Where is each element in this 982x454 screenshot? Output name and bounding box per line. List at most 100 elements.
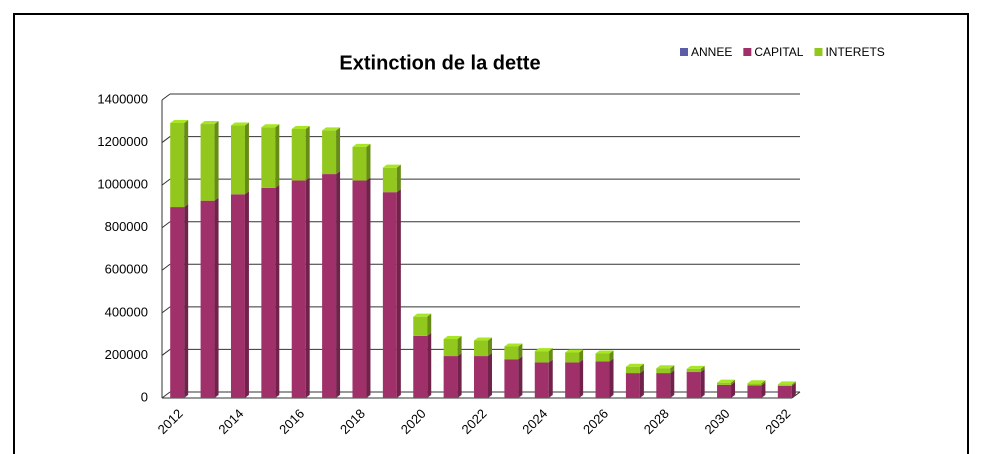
- bar-side: [670, 370, 675, 398]
- bar-segment: [504, 394, 523, 398]
- bar-segment: [291, 394, 310, 398]
- bar-side: [305, 125, 310, 181]
- bar-side: [336, 394, 341, 398]
- bar-side: [731, 394, 736, 398]
- bar-front: [200, 124, 215, 201]
- bar-side: [761, 380, 766, 386]
- bar-segment: [413, 332, 432, 398]
- bar-front: [625, 366, 640, 374]
- bar-segment: [656, 370, 675, 398]
- bar-segment: [747, 380, 766, 386]
- bar-segment: [656, 394, 675, 398]
- bar-segment: [322, 394, 341, 398]
- bar-segment: [291, 177, 310, 398]
- bar-segment: [717, 379, 736, 385]
- bar-side: [670, 365, 675, 374]
- bar-side: [366, 394, 371, 398]
- bar-side: [184, 394, 189, 398]
- bar-segment: [443, 353, 462, 398]
- bar-front: [777, 384, 792, 386]
- bar-segment: [534, 348, 553, 363]
- bar-segment: [230, 394, 249, 398]
- bar-front: [504, 346, 519, 360]
- grid-line-side: [161, 93, 171, 101]
- bar-top: [504, 343, 523, 347]
- bar-front: [291, 180, 306, 398]
- bar-front: [717, 384, 732, 398]
- bar-side: [791, 381, 796, 386]
- y-tick-label: 200000: [105, 347, 148, 362]
- bar-front: [565, 362, 580, 398]
- grid-line-side: [161, 178, 171, 186]
- y-tick-label: 1000000: [97, 177, 148, 192]
- bar-side: [214, 121, 219, 201]
- bar-front: [747, 385, 762, 398]
- bar-side: [700, 369, 705, 398]
- grid-line-side: [161, 221, 171, 229]
- bar-segment: [382, 189, 401, 398]
- bar-segment: [565, 349, 584, 363]
- bar-side: [184, 204, 189, 398]
- bar-side: [579, 394, 584, 398]
- bar-side: [305, 177, 310, 398]
- bar-segment: [534, 359, 553, 398]
- bar-segment: [777, 381, 796, 386]
- grid-line-side: [161, 263, 171, 271]
- bar-front: [656, 373, 671, 398]
- bar-front: [686, 368, 701, 373]
- bar-segment: [230, 191, 249, 398]
- bar-side: [548, 359, 553, 398]
- legend-label: ANNEE: [691, 45, 732, 59]
- bar-top: [382, 164, 401, 168]
- bar-side: [700, 365, 705, 373]
- bar-side: [184, 119, 189, 208]
- bar-segment: [474, 394, 492, 398]
- bar-top: [656, 365, 675, 369]
- bar-segment: [474, 337, 492, 357]
- bar-front: [474, 340, 488, 357]
- grid-line-side: [161, 136, 171, 143]
- bar-front: [230, 194, 245, 398]
- bar-segment: [443, 336, 462, 357]
- bar-top: [686, 365, 705, 369]
- bar-front: [717, 382, 732, 385]
- bar-top: [443, 336, 462, 340]
- bar-segment: [170, 204, 189, 398]
- bar-segment: [443, 394, 462, 398]
- bar-top: [747, 380, 766, 384]
- bar-top: [230, 122, 249, 126]
- bar-top: [200, 121, 219, 125]
- bar-side: [214, 394, 219, 398]
- x-axis-side: [791, 391, 801, 399]
- bar-segment: [595, 394, 614, 398]
- bar-segment: [413, 394, 432, 398]
- bar-segment: [747, 382, 766, 398]
- bar-top: [777, 381, 796, 385]
- bar-segment: [261, 124, 280, 188]
- bar-front: [352, 180, 367, 398]
- bar-segment: [504, 343, 523, 360]
- bar-side: [761, 394, 766, 398]
- bar-side: [427, 332, 432, 398]
- bar-side: [639, 363, 644, 374]
- bar-side: [244, 394, 249, 398]
- bar-segment: [170, 119, 189, 208]
- bar-side: [518, 394, 523, 398]
- bar-segment: [595, 358, 614, 398]
- bar-side: [396, 164, 401, 193]
- bar-side: [305, 394, 310, 398]
- bar-front: [352, 146, 367, 181]
- y-tick-label: 0: [141, 389, 148, 404]
- bar-front: [170, 122, 185, 208]
- bar-top: [565, 349, 584, 353]
- bar-top: [261, 124, 280, 128]
- bar-top: [291, 125, 310, 129]
- bar-top: [625, 363, 644, 367]
- bar-front: [230, 125, 245, 195]
- bar-top: [322, 127, 341, 131]
- bar-segment: [382, 394, 401, 398]
- bar-front: [474, 356, 488, 398]
- bar-segment: [322, 127, 341, 175]
- bar-segment: [565, 359, 584, 398]
- bar-segment: [474, 353, 492, 398]
